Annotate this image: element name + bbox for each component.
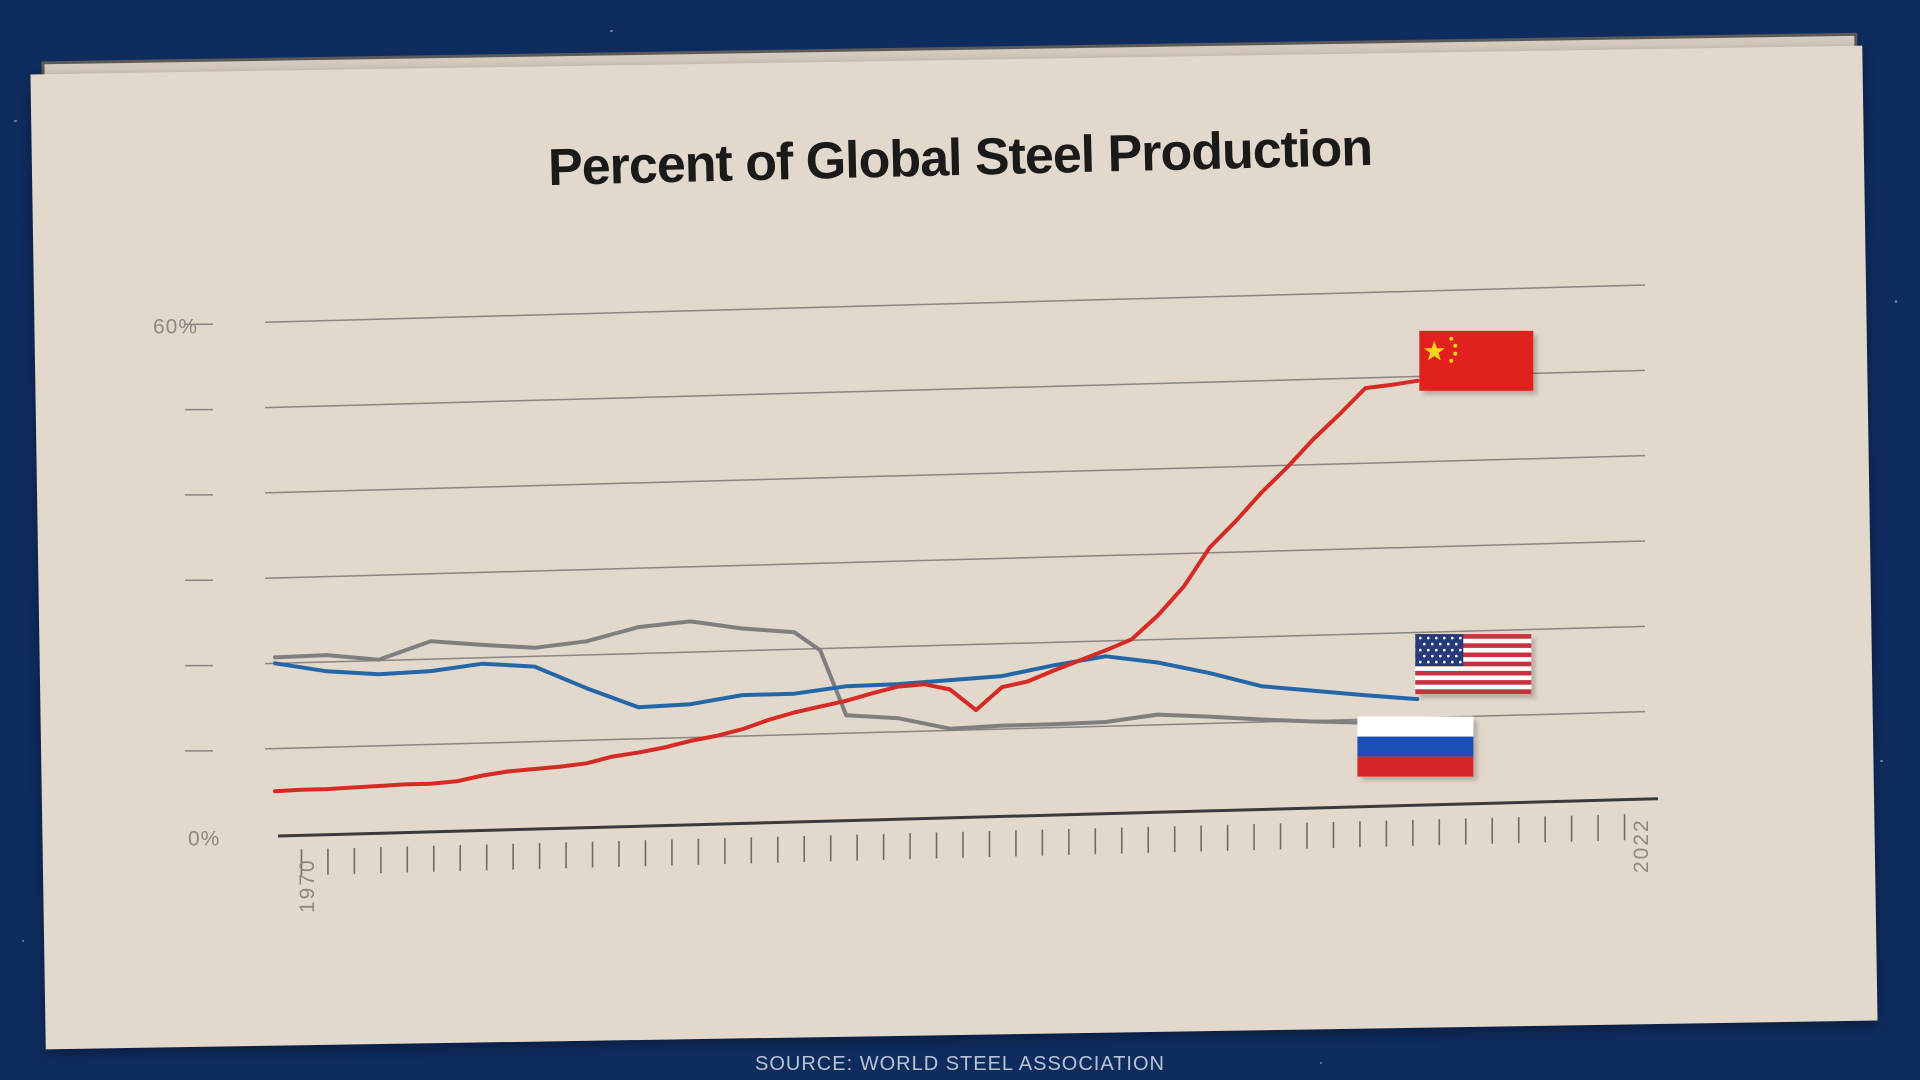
russia-flag-icon <box>1357 716 1474 777</box>
gridline <box>264 369 1646 409</box>
series-line-russia <box>273 619 1368 731</box>
x-tick-label: 2022 <box>1630 818 1653 873</box>
y-tick-label: 60% <box>153 315 198 338</box>
gridline <box>264 284 1646 324</box>
x-axis-line <box>277 797 1659 838</box>
usa-flag-icon <box>1415 634 1532 695</box>
y-tick-label: 0% <box>188 827 220 850</box>
series-line-china <box>273 378 1420 794</box>
x-tick-label: 1970 <box>296 858 319 913</box>
series-line-usa <box>273 654 1420 710</box>
source-caption: SOURCE: WORLD STEEL ASSOCIATION <box>755 1053 1165 1075</box>
gridline <box>264 540 1646 580</box>
china-flag-icon <box>1419 330 1534 391</box>
gridline <box>264 625 1646 665</box>
gridline <box>264 454 1646 494</box>
